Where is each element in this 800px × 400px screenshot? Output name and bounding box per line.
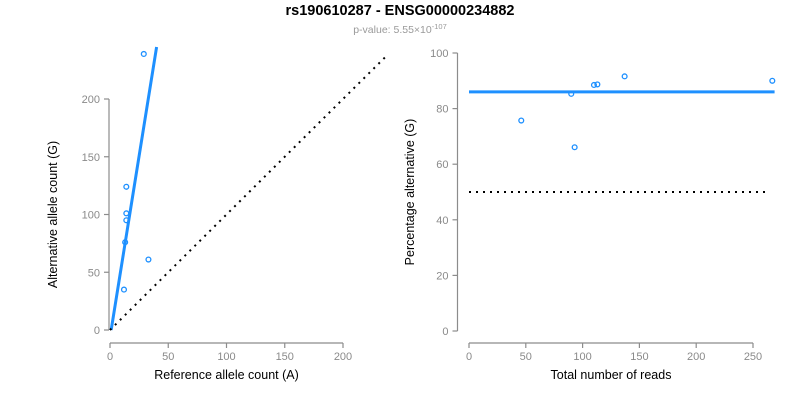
x-axis-title: Total number of reads xyxy=(551,368,672,382)
data-point xyxy=(518,117,525,124)
x-tick-label: 0 xyxy=(466,351,472,363)
x-tick-label: 250 xyxy=(744,351,762,363)
figure-subtitle: p-value: 5.55×10-107 xyxy=(0,22,800,36)
regression-line xyxy=(109,46,159,331)
subtitle-pvalue-exponent: -107 xyxy=(431,22,447,31)
data-point xyxy=(590,81,598,89)
y-axis-title: Alternative allele count (G) xyxy=(46,141,60,288)
subtitle-pvalue-text: p-value: 5.55×10 xyxy=(353,24,432,36)
data-point xyxy=(571,144,578,151)
y-tick-label: 100 xyxy=(430,48,448,60)
data-point xyxy=(140,50,147,58)
x-tick-label: 200 xyxy=(334,351,352,363)
x-tick-label: 200 xyxy=(687,351,705,363)
identity-line xyxy=(109,54,388,331)
y-tick-label: 0 xyxy=(442,326,448,338)
y-tick-label: 0 xyxy=(94,325,100,337)
x-tick-label: 100 xyxy=(217,351,235,363)
data-point xyxy=(120,286,128,293)
data-point xyxy=(145,256,152,263)
data-point xyxy=(123,183,130,190)
x-axis-title: Reference allele count (A) xyxy=(154,368,299,382)
x-tick-label: 50 xyxy=(520,351,532,363)
data-point xyxy=(123,210,130,217)
data-point xyxy=(594,81,601,88)
x-tick-label: 150 xyxy=(276,351,294,363)
y-axis-title: Percentage alternative (G) xyxy=(403,119,417,266)
x-tick-label: 0 xyxy=(107,351,113,363)
x-tick-label: 150 xyxy=(630,351,648,363)
data-point xyxy=(769,77,776,84)
data-point xyxy=(122,239,129,246)
y-tick-label: 50 xyxy=(88,267,100,279)
y-tick-label: 200 xyxy=(82,94,100,106)
data-point xyxy=(621,73,628,80)
y-tick-label: 150 xyxy=(82,152,100,164)
y-tick-label: 60 xyxy=(436,159,448,171)
panel-percentage-vs-reads: 0 50 100 150 200 250 0 20 40 60 80 100 Total number … xyxy=(403,48,776,382)
x-tick-label: 100 xyxy=(573,351,591,363)
y-tick-label: 40 xyxy=(436,215,448,227)
panel-allele-counts: 0 50 100 150 200 0 50 100 150 200 Reference allele… xyxy=(46,46,388,382)
data-point xyxy=(568,90,575,97)
figure-title: rs190610287 - ENSG00000234882 xyxy=(285,3,515,19)
y-tick-label: 80 xyxy=(436,104,448,116)
data-point xyxy=(123,217,130,224)
y-tick-label: 100 xyxy=(82,210,100,222)
y-tick-label: 20 xyxy=(436,270,448,282)
x-tick-label: 50 xyxy=(162,351,174,363)
